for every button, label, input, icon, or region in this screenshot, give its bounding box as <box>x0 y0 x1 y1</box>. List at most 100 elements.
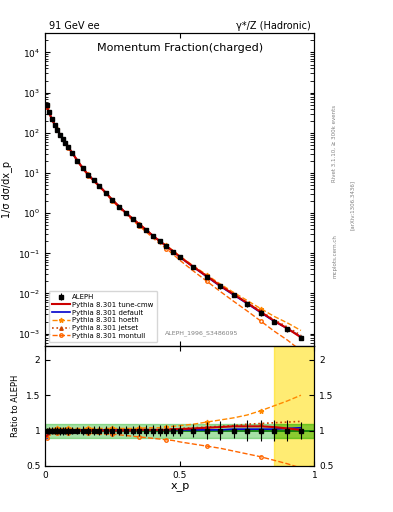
Pythia 8.301 hoeth <box>58 131 62 137</box>
Pythia 8.301 montull <box>231 298 236 304</box>
Pythia 8.301 tune-cmw <box>137 221 142 227</box>
Pythia 8.301 montull <box>117 205 121 211</box>
Pythia 8.301 tune-cmw <box>44 103 49 109</box>
Pythia 8.301 default <box>86 172 91 178</box>
Pythia 8.301 montull <box>171 251 175 258</box>
Text: [arXiv:1306.3436]: [arXiv:1306.3436] <box>350 180 355 230</box>
Pythia 8.301 hoeth <box>218 281 222 287</box>
Pythia 8.301 tune-cmw <box>218 283 222 289</box>
Pythia 8.301 hoeth <box>55 126 60 132</box>
Legend: ALEPH, Pythia 8.301 tune-cmw, Pythia 8.301 default, Pythia 8.301 hoeth, Pythia 8: ALEPH, Pythia 8.301 tune-cmw, Pythia 8.3… <box>49 291 157 342</box>
Pythia 8.301 default <box>58 132 62 138</box>
Pythia 8.301 montull <box>97 184 101 190</box>
Pythia 8.301 tune-cmw <box>91 177 96 183</box>
Pythia 8.301 hoeth <box>63 140 68 146</box>
Pythia 8.301 jetset <box>171 248 175 254</box>
Pythia 8.301 default <box>81 165 85 172</box>
Pythia 8.301 montull <box>63 141 68 147</box>
Pythia 8.301 hoeth <box>97 182 101 188</box>
Pythia 8.301 default <box>245 301 250 307</box>
Pythia 8.301 default <box>63 140 68 146</box>
Pythia 8.301 tune-cmw <box>164 243 169 249</box>
Pythia 8.301 jetset <box>47 109 51 115</box>
Pythia 8.301 montull <box>103 190 108 197</box>
X-axis label: x_p: x_p <box>170 481 189 491</box>
Pythia 8.301 hoeth <box>258 306 263 312</box>
Pythia 8.301 jetset <box>63 140 68 146</box>
Pythia 8.301 montull <box>86 173 91 179</box>
Pythia 8.301 default <box>55 126 60 133</box>
Bar <box>274 346 314 466</box>
Pythia 8.301 hoeth <box>272 313 276 319</box>
Pythia 8.301 montull <box>178 257 182 263</box>
Pythia 8.301 tune-cmw <box>157 238 162 244</box>
Pythia 8.301 montull <box>44 103 49 110</box>
Pythia 8.301 default <box>124 210 129 216</box>
Pythia 8.301 default <box>70 150 75 156</box>
Text: Rivet 3.1.10, ≥ 300k events: Rivet 3.1.10, ≥ 300k events <box>332 105 337 182</box>
Pythia 8.301 hoeth <box>157 238 162 244</box>
Pythia 8.301 tune-cmw <box>245 300 250 306</box>
Pythia 8.301 jetset <box>130 216 135 222</box>
Pythia 8.301 montull <box>245 308 250 314</box>
Pythia 8.301 jetset <box>178 253 182 260</box>
Pythia 8.301 tune-cmw <box>151 233 155 239</box>
Pythia 8.301 jetset <box>61 136 65 142</box>
Pythia 8.301 default <box>258 309 263 315</box>
Pythia 8.301 tune-cmw <box>50 116 54 122</box>
Pythia 8.301 hoeth <box>117 203 121 209</box>
Line: Pythia 8.301 tune-cmw: Pythia 8.301 tune-cmw <box>46 106 301 337</box>
Pythia 8.301 tune-cmw <box>285 326 290 332</box>
Pythia 8.301 montull <box>58 132 62 138</box>
Pythia 8.301 hoeth <box>285 320 290 326</box>
Pythia 8.301 tune-cmw <box>63 140 68 146</box>
Pythia 8.301 tune-cmw <box>130 216 135 222</box>
Pythia 8.301 default <box>204 273 209 280</box>
Pythia 8.301 tune-cmw <box>178 254 182 260</box>
Pythia 8.301 montull <box>144 229 149 235</box>
Pythia 8.301 default <box>44 104 49 110</box>
Pythia 8.301 hoeth <box>191 263 196 269</box>
Pythia 8.301 default <box>272 318 276 324</box>
Pythia 8.301 default <box>97 182 101 188</box>
Pythia 8.301 tune-cmw <box>103 190 108 196</box>
Pythia 8.301 tune-cmw <box>144 227 149 233</box>
Pythia 8.301 jetset <box>218 282 222 288</box>
Line: Pythia 8.301 hoeth: Pythia 8.301 hoeth <box>44 102 303 333</box>
Pythia 8.301 tune-cmw <box>204 273 209 279</box>
Pythia 8.301 montull <box>151 235 155 241</box>
Pythia 8.301 jetset <box>110 197 115 203</box>
Pythia 8.301 montull <box>91 178 96 184</box>
Pythia 8.301 montull <box>61 137 65 143</box>
Pythia 8.301 hoeth <box>86 171 91 177</box>
Pythia 8.301 default <box>110 197 115 203</box>
Pythia 8.301 montull <box>204 278 209 284</box>
Pythia 8.301 tune-cmw <box>66 144 70 150</box>
Pythia 8.301 tune-cmw <box>117 204 121 210</box>
Pythia 8.301 hoeth <box>204 272 209 278</box>
Pythia 8.301 default <box>130 216 135 222</box>
Pythia 8.301 default <box>66 144 70 150</box>
Pythia 8.301 tune-cmw <box>61 136 65 142</box>
Pythia 8.301 default <box>52 121 57 127</box>
Pythia 8.301 montull <box>70 150 75 156</box>
Line: Pythia 8.301 montull: Pythia 8.301 montull <box>45 105 303 352</box>
Pythia 8.301 hoeth <box>231 289 236 295</box>
Pythia 8.301 default <box>144 227 149 233</box>
Pythia 8.301 hoeth <box>124 209 129 216</box>
Pythia 8.301 default <box>299 334 303 340</box>
Pythia 8.301 hoeth <box>171 248 175 254</box>
Pythia 8.301 jetset <box>272 316 276 323</box>
Pythia 8.301 jetset <box>66 144 70 150</box>
Pythia 8.301 jetset <box>258 308 263 314</box>
Pythia 8.301 tune-cmw <box>55 126 60 133</box>
Pythia 8.301 default <box>231 292 236 298</box>
Pythia 8.301 montull <box>164 246 169 252</box>
Pythia 8.301 jetset <box>44 102 49 108</box>
Pythia 8.301 default <box>164 243 169 249</box>
Y-axis label: 1/σ dσ/dx_p: 1/σ dσ/dx_p <box>2 161 13 218</box>
Pythia 8.301 montull <box>75 158 80 164</box>
Pythia 8.301 tune-cmw <box>299 334 303 340</box>
Pythia 8.301 default <box>50 116 54 122</box>
Y-axis label: Ratio to ALEPH: Ratio to ALEPH <box>11 375 20 437</box>
